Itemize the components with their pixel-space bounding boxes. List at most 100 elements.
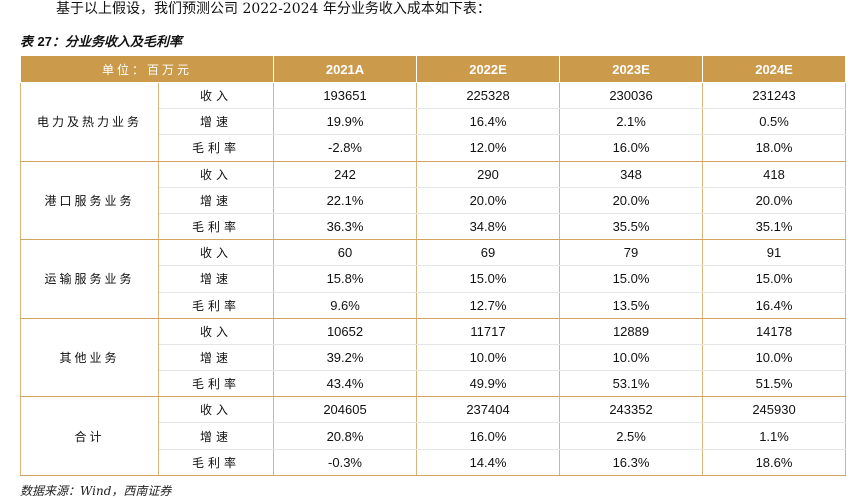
table-row: 毛利率 43.4% 49.9% 53.1% 51.5% (21, 370, 847, 398)
value-cell: 16.0% (559, 134, 704, 162)
segment-label: 合计 (20, 396, 159, 476)
metric-label: 收入 (157, 239, 275, 267)
value-cell: 10.0% (559, 344, 704, 372)
value-cell: 245930 (702, 396, 847, 424)
value-cell: 49.9% (416, 370, 561, 398)
value-cell: 418 (702, 161, 847, 188)
value-cell: 1.1% (702, 422, 847, 450)
value-cell: 19.9% (273, 108, 418, 136)
column-header: 2021A (273, 56, 418, 83)
value-cell: 10.0% (416, 344, 561, 372)
table-row: 增速 19.9% 16.4% 2.1% 0.5% (21, 108, 847, 136)
table-row: 毛利率 -2.8% 12.0% 16.0% 18.0% (21, 134, 847, 162)
unit-header: 单位：百万元 (19, 56, 275, 83)
value-cell: 79 (559, 239, 704, 267)
value-cell: 16.3% (559, 449, 704, 476)
metric-label: 增速 (157, 265, 275, 293)
value-cell: 9.6% (273, 292, 418, 319)
value-cell: 53.1% (559, 370, 704, 398)
table-row: 增速 20.8% 16.0% 2.5% 1.1% (21, 422, 847, 450)
segment-label: 运输服务业务 (20, 239, 159, 319)
value-cell: 225328 (416, 82, 561, 110)
metric-label: 毛利率 (157, 292, 275, 319)
table-body: 电力及热力业务 收入 193651 225328 230036 231243 增速 19.9%… (20, 82, 847, 476)
value-cell: -0.3% (273, 449, 418, 476)
table-caption: 表 27：分业务收入及毛利率 (20, 32, 182, 52)
value-cell: 242 (273, 161, 418, 188)
table-row: 增速 15.8% 15.0% 15.0% 15.0% (21, 265, 847, 293)
intro-paragraph: 基于以上假设，我们预测公司 2022-2024 年分业务收入成本如下表： (56, 1, 491, 17)
caption-title: ：分业务收入及毛利率 (52, 35, 183, 50)
value-cell: 16.0% (416, 422, 561, 450)
value-cell: 35.5% (559, 213, 704, 241)
metric-label: 毛利率 (157, 449, 275, 476)
value-cell: 51.5% (702, 370, 847, 398)
value-cell: 237404 (416, 396, 561, 424)
table-row: 毛利率 -0.3% 14.4% 16.3% 18.6% (21, 449, 847, 476)
metric-label: 收入 (157, 396, 275, 424)
table-row: 合计 收入 204605 237404 243352 245930 (20, 396, 847, 476)
value-cell: 12.0% (416, 134, 561, 162)
value-cell: 231243 (702, 82, 847, 110)
metric-label: 增速 (157, 108, 275, 136)
value-cell: 10.0% (702, 344, 847, 372)
metric-label: 毛利率 (157, 370, 275, 398)
metric-label: 增速 (157, 187, 275, 214)
table-row: 毛利率 36.3% 34.8% 35.5% 35.1% (21, 213, 847, 241)
value-cell: 39.2% (273, 344, 418, 372)
value-cell: 15.0% (702, 265, 847, 293)
value-cell: 12.7% (416, 292, 561, 319)
value-cell: 243352 (559, 396, 704, 424)
column-header: 2022E (416, 56, 561, 83)
segment-label: 电力及热力业务 (20, 82, 159, 162)
value-cell: 204605 (273, 396, 418, 424)
value-cell: 34.8% (416, 213, 561, 241)
table-row: 运输服务业务 收入 60 69 79 91 (20, 239, 847, 319)
value-cell: 43.4% (273, 370, 418, 398)
value-cell: 0.5% (702, 108, 847, 136)
value-cell: 60 (273, 239, 418, 267)
value-cell: 290 (416, 161, 561, 188)
value-cell: 16.4% (702, 292, 847, 319)
data-source-note: 数据来源：Wind，西南证券 (20, 484, 172, 498)
value-cell: 69 (416, 239, 561, 267)
table-row: 毛利率 9.6% 12.7% 13.5% 16.4% (21, 292, 847, 319)
value-cell: 230036 (559, 82, 704, 110)
value-cell: 18.6% (702, 449, 847, 476)
value-cell: 10652 (273, 318, 418, 345)
value-cell: 13.5% (559, 292, 704, 319)
value-cell: 20.0% (702, 187, 847, 214)
value-cell: 14178 (702, 318, 847, 345)
value-cell: -2.8% (273, 134, 418, 162)
segment-label: 港口服务业务 (20, 161, 159, 241)
value-cell: 35.1% (702, 213, 847, 241)
value-cell: 16.4% (416, 108, 561, 136)
table-row: 增速 22.1% 20.0% 20.0% 20.0% (21, 187, 847, 214)
metric-label: 毛利率 (157, 213, 275, 241)
value-cell: 36.3% (273, 213, 418, 241)
value-cell: 20.8% (273, 422, 418, 450)
value-cell: 20.0% (416, 187, 561, 214)
table-row: 增速 39.2% 10.0% 10.0% 10.0% (21, 344, 847, 372)
metric-label: 收入 (157, 161, 275, 188)
table-row: 港口服务业务 收入 242 290 348 418 (20, 161, 847, 241)
segment-label: 其他业务 (20, 318, 159, 398)
column-header: 2024E (702, 56, 847, 83)
table-row: 电力及热力业务 收入 193651 225328 230036 231243 (20, 82, 847, 162)
value-cell: 348 (559, 161, 704, 188)
value-cell: 15.0% (559, 265, 704, 293)
metric-label: 毛利率 (157, 134, 275, 162)
table-header-row: 单位：百万元 2021A 2022E 2023E 2024E (19, 56, 847, 83)
segment-revenue-table: 单位：百万元 2021A 2022E 2023E 2024E 电力及热力业务 收入… (19, 56, 847, 476)
value-cell: 193651 (273, 82, 418, 110)
column-header: 2023E (559, 56, 704, 83)
metric-label: 收入 (157, 82, 275, 110)
value-cell: 18.0% (702, 134, 847, 162)
value-cell: 22.1% (273, 187, 418, 214)
metric-label: 增速 (157, 422, 275, 450)
metric-label: 收入 (157, 318, 275, 345)
table-row: 其他业务 收入 10652 11717 12889 14178 (20, 318, 847, 398)
value-cell: 2.5% (559, 422, 704, 450)
value-cell: 15.0% (416, 265, 561, 293)
caption-number: 27 (37, 34, 53, 49)
